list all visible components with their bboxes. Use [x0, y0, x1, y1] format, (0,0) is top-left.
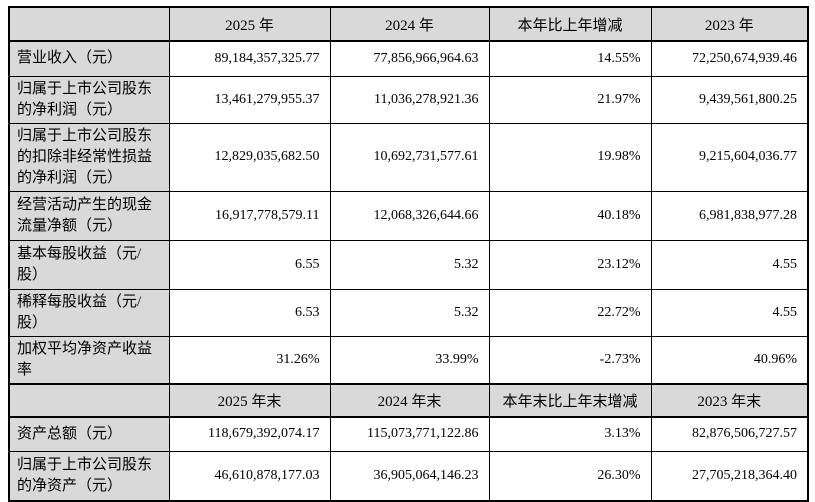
header-cell-2023-end: 2023 年末: [650, 382, 809, 418]
value-2025: 16,917,778,579.11: [168, 190, 331, 241]
row-total-assets: 资产总额（元） 118,679,392,074.17 115,073,771,1…: [8, 416, 809, 452]
row-label: 稀释每股收益（元/ 股）: [8, 288, 170, 337]
header-cell-2025-end: 2025 年末: [168, 382, 331, 418]
header-row-annual: 2025 年 2024 年 本年比上年增减 2023 年: [8, 6, 809, 42]
row-diluted-eps: 稀释每股收益（元/ 股） 6.53 5.32 22.72% 4.55: [8, 288, 809, 337]
value-2025: 6.53: [168, 288, 331, 337]
row-operating-cash-flow: 经营活动产生的现金 流量净额（元） 16,917,778,579.11 12,0…: [8, 190, 809, 241]
header-row-period-end: 2025 年末 2024 年末 本年末比上年末增减 2023 年末: [8, 382, 809, 418]
value-2023: 9,215,604,036.77: [650, 122, 809, 192]
row-label: 加权平均净资产收益 率: [8, 335, 170, 384]
row-label: 营业收入（元）: [8, 40, 170, 77]
row-basic-eps: 基本每股收益（元/ 股） 6.55 5.32 23.12% 4.55: [8, 239, 809, 290]
value-2024-end: 115,073,771,122.86: [329, 416, 490, 452]
value-end-change: 26.30%: [488, 451, 652, 501]
value-2023-end: 27,705,218,364.40: [650, 451, 809, 501]
row-label: 基本每股收益（元/ 股）: [8, 239, 170, 290]
value-2024: 11,036,278,921.36: [329, 75, 490, 124]
value-2024: 33.99%: [329, 335, 490, 384]
row-label: 归属于上市公司股东 的净利润（元）: [8, 75, 170, 124]
header-cell-end-change: 本年末比上年末增减: [488, 382, 652, 418]
row-net-profit: 归属于上市公司股东 的净利润（元） 13,461,279,955.37 11,0…: [8, 75, 809, 124]
row-label: 经营活动产生的现金 流量净额（元）: [8, 190, 170, 241]
value-2024: 5.32: [329, 288, 490, 337]
value-yoy-change: 19.98%: [488, 122, 652, 192]
value-2025: 89,184,357,325.77: [168, 40, 331, 77]
value-2023: 4.55: [650, 288, 809, 337]
row-net-profit-excl-nonrecurring: 归属于上市公司股东 的扣除非经常性损益 的净利润（元） 12,829,035,6…: [8, 122, 809, 192]
header-cell-2024: 2024 年: [329, 6, 490, 42]
value-2023: 6,981,838,977.28: [650, 190, 809, 241]
header-cell-blank: [8, 6, 170, 42]
row-label: 资产总额（元）: [8, 416, 170, 452]
value-2025: 6.55: [168, 239, 331, 290]
value-2024: 10,692,731,577.61: [329, 122, 490, 192]
value-2025-end: 118,679,392,074.17: [168, 416, 331, 452]
value-2024: 12,068,326,644.66: [329, 190, 490, 241]
value-2025-end: 46,610,878,177.03: [168, 451, 331, 501]
header-cell-2024-end: 2024 年末: [329, 382, 490, 418]
value-2023: 40.96%: [650, 335, 809, 384]
value-yoy-change: 14.55%: [488, 40, 652, 77]
value-2023: 4.55: [650, 239, 809, 290]
value-2025: 12,829,035,682.50: [168, 122, 331, 192]
value-yoy-change: 23.12%: [488, 239, 652, 290]
header-cell-2025: 2025 年: [168, 6, 331, 42]
row-revenue: 营业收入（元） 89,184,357,325.77 77,856,966,964…: [8, 40, 809, 77]
value-2024: 77,856,966,964.63: [329, 40, 490, 77]
value-yoy-change: -2.73%: [488, 335, 652, 384]
financial-summary-table: 2025 年 2024 年 本年比上年增减 2023 年 营业收入（元） 89,…: [8, 6, 809, 502]
row-weighted-avg-roe: 加权平均净资产收益 率 31.26% 33.99% -2.73% 40.96%: [8, 335, 809, 384]
value-2023: 72,250,674,939.46: [650, 40, 809, 77]
row-label: 归属于上市公司股东 的扣除非经常性损益 的净利润（元）: [8, 122, 170, 192]
header-cell-yoy-change: 本年比上年增减: [488, 6, 652, 42]
header-cell-2023: 2023 年: [650, 6, 809, 42]
value-yoy-change: 40.18%: [488, 190, 652, 241]
value-2025: 31.26%: [168, 335, 331, 384]
value-end-change: 3.13%: [488, 416, 652, 452]
row-net-assets: 归属于上市公司股东 的净资产（元） 46,610,878,177.03 36,9…: [8, 451, 809, 501]
value-2025: 13,461,279,955.37: [168, 75, 331, 124]
header-cell-blank: [8, 382, 170, 418]
row-label: 归属于上市公司股东 的净资产（元）: [8, 451, 170, 501]
value-yoy-change: 21.97%: [488, 75, 652, 124]
value-2023: 9,439,561,800.25: [650, 75, 809, 124]
value-2023-end: 82,876,506,727.57: [650, 416, 809, 452]
value-2024: 5.32: [329, 239, 490, 290]
value-2024-end: 36,905,064,146.23: [329, 451, 490, 501]
value-yoy-change: 22.72%: [488, 288, 652, 337]
